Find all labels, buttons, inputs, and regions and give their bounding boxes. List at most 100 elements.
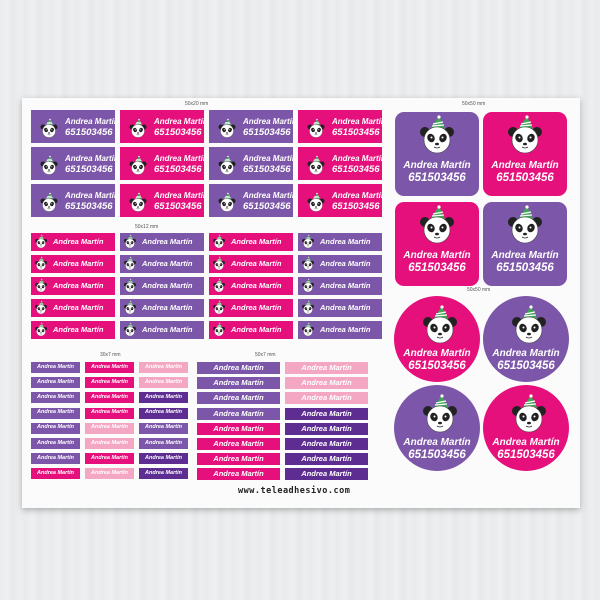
sticker-label-50x20: Andrea Martín 651503456 — [209, 110, 293, 143]
label-name: Andrea Martín — [37, 393, 74, 400]
label-name: Andrea Martín — [145, 409, 182, 416]
sticker-label-30x7: Andrea Martín — [85, 362, 134, 373]
label-phone: 651503456 — [65, 164, 113, 175]
label-phone: 651503456 — [243, 127, 291, 138]
panda-icon — [129, 155, 147, 175]
label-name: Andrea Martín — [213, 439, 264, 448]
sticker-label-30x7: Andrea Martín — [31, 453, 80, 465]
label-phone: 651503456 — [408, 172, 466, 184]
label-phone: 651503456 — [243, 201, 291, 212]
label-name: Andrea Martín — [53, 259, 104, 268]
label-phone: 651503456 — [65, 201, 113, 212]
label-name: Andrea Martín — [301, 378, 352, 388]
label-name: Andrea Martín — [53, 281, 104, 290]
label-name: Andrea Martín — [301, 469, 352, 479]
label-name: Andrea Martín — [320, 325, 371, 334]
label-name: Andrea Martín — [301, 363, 352, 372]
label-name: Andrea Martín — [243, 117, 293, 126]
sticker-label-50x50-square: Andrea Martín 651503456 — [395, 202, 479, 286]
label-name: Andrea Martín — [91, 393, 128, 400]
panda-icon — [213, 234, 225, 249]
panda-icon — [423, 305, 457, 344]
panda-icon — [423, 394, 457, 433]
label-name: Andrea Martín — [154, 154, 204, 163]
sticker-label-50x12: Andrea Martín — [31, 233, 115, 251]
label-name: Andrea Martín — [37, 378, 74, 385]
panda-icon — [420, 205, 454, 244]
sticker-label-50x20: Andrea Martín 651503456 — [31, 110, 115, 143]
label-name: Andrea Martín — [142, 325, 193, 334]
panda-icon — [307, 155, 325, 175]
sticker-label-50x7: Andrea Martín — [197, 392, 280, 405]
panda-icon — [124, 234, 136, 249]
panda-icon — [512, 394, 546, 433]
label-name: Andrea Martín — [213, 393, 264, 403]
sticker-label-50x7: Andrea Martín — [285, 362, 368, 374]
label-phone: 651503456 — [497, 360, 555, 372]
sticker-label-50x12: Andrea Martín — [298, 255, 382, 273]
sticker-label-50x50-square: Andrea Martín 651503456 — [395, 112, 479, 196]
sticker-label-30x7: Andrea Martín — [85, 392, 134, 404]
label-name: Andrea Martín — [213, 378, 264, 388]
label-name: Andrea Martín — [37, 439, 74, 446]
sticker-label-50x12: Andrea Martín — [209, 299, 293, 317]
label-phone: 651503456 — [154, 164, 202, 175]
website-url: www.teleadhesivo.com — [238, 486, 351, 496]
sticker-label-50x7: Andrea Martín — [285, 468, 368, 481]
label-name: Andrea Martín — [65, 191, 115, 200]
panda-icon — [508, 205, 542, 244]
label-name: Andrea Martín — [491, 250, 559, 261]
sticker-label-50x50-round: Andrea Martín 651503456 — [483, 296, 569, 382]
label-name: Andrea Martín — [301, 423, 352, 433]
panda-icon — [508, 115, 542, 154]
sticker-label-50x7: Andrea Martín — [197, 468, 280, 481]
sticker-label-50x7: Andrea Martín — [197, 377, 280, 390]
panda-icon — [420, 115, 454, 154]
label-phone: 651503456 — [332, 164, 380, 175]
label-name: Andrea Martín — [65, 117, 115, 126]
sticker-label-50x12: Andrea Martín — [31, 321, 115, 339]
sticker-label-50x50-round: Andrea Martín 651503456 — [394, 296, 480, 382]
label-name: Andrea Martín — [37, 454, 74, 461]
label-phone: 651503456 — [332, 201, 380, 212]
label-name: Andrea Martín — [37, 424, 74, 431]
sticker-label-50x12: Andrea Martín — [298, 277, 382, 295]
label-name: Andrea Martín — [213, 423, 264, 433]
label-name: Andrea Martín — [213, 363, 264, 372]
sticker-label-50x50-round: Andrea Martín 651503456 — [483, 385, 569, 471]
label-name: Andrea Martín — [320, 259, 371, 268]
sticker-label-50x12: Andrea Martín — [298, 299, 382, 317]
panda-icon — [213, 278, 225, 293]
sticker-label-30x7: Andrea Martín — [139, 422, 188, 434]
label-name: Andrea Martín — [213, 469, 264, 479]
sticker-label-30x7: Andrea Martín — [31, 468, 80, 480]
label-name: Andrea Martín — [91, 363, 128, 370]
sticker-label-30x7: Andrea Martín — [85, 453, 134, 465]
sticker-label-50x20: Andrea Martín 651503456 — [31, 147, 115, 180]
sticker-label-30x7: Andrea Martín — [139, 407, 188, 419]
label-name: Andrea Martín — [91, 409, 128, 416]
sticker-label-50x7: Andrea Martín — [285, 438, 368, 450]
sticker-label-50x20: Andrea Martín 651503456 — [120, 184, 204, 217]
label-name: Andrea Martín — [145, 469, 182, 476]
sticker-label-50x20: Andrea Martín 651503456 — [120, 147, 204, 180]
label-name: Andrea Martín — [91, 454, 128, 461]
panda-icon — [40, 155, 58, 175]
label-name: Andrea Martín — [145, 363, 182, 370]
sticker-label-50x50-square: Andrea Martín 651503456 — [483, 202, 567, 286]
label-name: Andrea Martín — [231, 237, 282, 246]
sticker-label-50x7: Andrea Martín — [197, 362, 280, 374]
label-name: Andrea Martín — [320, 303, 371, 312]
sticker-label-30x7: Andrea Martín — [139, 468, 188, 480]
label-name: Andrea Martín — [37, 363, 74, 370]
label-name: Andrea Martín — [301, 393, 352, 403]
label-name: Andrea Martín — [53, 237, 104, 246]
label-name: Andrea Martín — [231, 303, 282, 312]
panda-icon — [512, 305, 546, 344]
label-name: Andrea Martín — [403, 250, 471, 261]
sticker-label-30x7: Andrea Martín — [139, 438, 188, 449]
panda-icon — [302, 322, 314, 337]
label-name: Andrea Martín — [301, 439, 352, 448]
label-phone: 651503456 — [243, 164, 291, 175]
label-name: Andrea Martín — [37, 409, 74, 416]
